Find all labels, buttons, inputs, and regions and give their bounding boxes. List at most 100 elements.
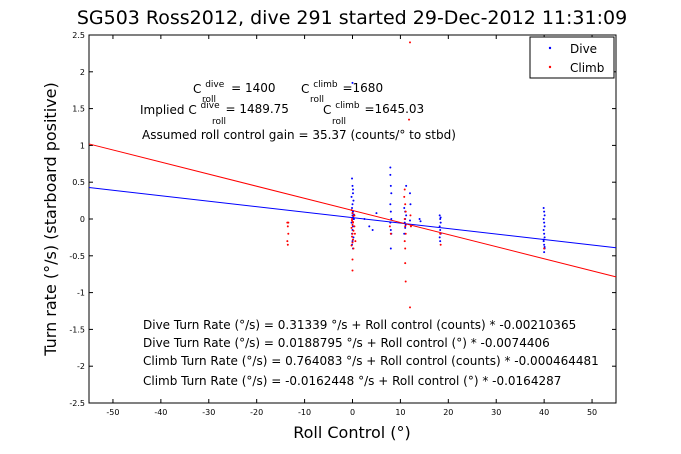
data-point-dive — [542, 206, 545, 209]
y-axis: -2.5 -2 -1.5 -1 -0.5 0 0.5 1 1.5 2 2.5 — [69, 31, 616, 408]
data-point-climb — [439, 232, 442, 235]
roll-control-gain: Assumed roll control gain = 35.37 (count… — [142, 128, 456, 142]
y-tick-label: 0.5 — [72, 178, 85, 187]
data-point-dive — [438, 214, 441, 217]
data-point-climb — [403, 188, 406, 191]
data-point-climb — [350, 209, 353, 212]
data-points — [286, 41, 546, 309]
data-point-climb — [408, 118, 411, 121]
x-tick-label: 40 — [539, 408, 549, 417]
data-point-climb — [352, 247, 355, 250]
data-point-climb — [404, 225, 407, 228]
data-point-climb — [403, 218, 406, 220]
data-point-climb — [351, 269, 354, 272]
implied-dive-sub: roll — [212, 117, 226, 127]
x-tick-label: 10 — [395, 408, 405, 417]
data-point-dive — [389, 229, 392, 232]
fit-equation-3: Climb Turn Rate (°/s) = 0.764083 °/s + R… — [143, 354, 599, 368]
legend-label-climb: Climb — [570, 61, 604, 75]
x-tick-label: -20 — [250, 408, 263, 417]
data-point-climb — [408, 41, 411, 44]
y-tick-label: -1 — [77, 289, 85, 298]
data-point-climb — [287, 232, 290, 235]
data-point-dive — [403, 206, 406, 209]
c-dive-base: C — [193, 82, 201, 96]
data-point-dive — [350, 195, 353, 198]
y-tick-label: -2 — [77, 362, 85, 371]
data-point-climb — [353, 225, 356, 228]
fit-equation-4: Climb Turn Rate (°/s) = -0.0162448 °/s +… — [143, 374, 561, 388]
data-point-dive — [352, 199, 355, 202]
fit-equation-2: Dive Turn Rate (°/s) = 0.0188795 °/s + R… — [143, 336, 550, 350]
data-point-dive — [438, 236, 441, 239]
implied-climb-val: =1645.03 — [364, 102, 424, 116]
data-point-dive — [439, 216, 442, 219]
c-climb-roll: C climb =1680 — [301, 76, 383, 96]
data-point-climb — [404, 232, 407, 235]
data-point-dive — [403, 221, 406, 224]
data-point-dive — [368, 225, 371, 228]
y-tick-label: 1.5 — [72, 105, 85, 114]
data-point-dive — [352, 218, 355, 220]
c-dive-val: = 1400 — [231, 81, 275, 95]
data-point-climb — [404, 210, 407, 213]
data-point-climb — [351, 223, 354, 226]
x-tick-label: -10 — [298, 408, 311, 417]
data-point-climb — [404, 280, 407, 283]
legend: Dive Climb — [529, 36, 615, 79]
data-point-climb — [409, 214, 412, 217]
c-climb-sup: climb — [313, 80, 338, 90]
implied-climb-roll: C climb =1645.03 — [323, 97, 424, 117]
data-point-dive — [351, 188, 354, 191]
data-point-dive — [543, 251, 546, 254]
data-point-climb — [353, 214, 356, 217]
data-point-dive — [389, 247, 392, 250]
implied-climb-sup: climb — [335, 101, 360, 111]
data-point-dive — [419, 220, 422, 223]
y-tick-label: -2.5 — [69, 399, 85, 408]
data-point-dive — [363, 218, 366, 220]
data-point-dive — [439, 240, 442, 243]
data-point-climb — [404, 262, 407, 265]
data-point-climb — [351, 235, 354, 238]
data-point-climb — [403, 195, 406, 198]
legend-marker-dive — [548, 46, 552, 50]
data-point-climb — [287, 221, 290, 224]
data-point-dive — [405, 184, 408, 187]
implied-dive-val: = 1489.75 — [225, 102, 289, 116]
data-point-climb — [351, 212, 354, 215]
data-point-dive — [351, 203, 354, 206]
data-point-dive — [543, 210, 546, 213]
x-tick-label: -50 — [106, 408, 119, 417]
data-point-climb — [439, 243, 442, 246]
data-point-dive — [543, 221, 546, 224]
data-point-climb — [403, 240, 406, 243]
data-point-dive — [542, 240, 545, 243]
data-point-climb — [351, 232, 354, 235]
data-point-climb — [351, 238, 354, 241]
data-point-climb — [351, 218, 354, 220]
data-point-dive — [389, 173, 392, 176]
data-point-climb — [409, 225, 412, 228]
x-tick-label: -40 — [154, 408, 167, 417]
data-point-dive — [404, 226, 407, 229]
data-point-dive — [351, 184, 354, 187]
data-point-climb — [286, 240, 289, 243]
y-tick-label: 1 — [80, 141, 85, 150]
data-point-dive — [409, 203, 412, 206]
data-point-dive — [390, 192, 393, 195]
data-point-dive — [439, 229, 442, 232]
data-point-dive — [371, 229, 374, 232]
data-point-climb — [286, 225, 289, 228]
data-point-dive — [408, 192, 411, 195]
data-point-dive — [542, 218, 545, 220]
implied-dive-sup: dive — [201, 101, 221, 111]
data-point-dive — [389, 166, 392, 169]
y-tick-label: 2 — [80, 68, 85, 77]
data-point-climb — [543, 247, 546, 250]
data-point-dive — [543, 232, 546, 235]
data-point-climb — [351, 258, 354, 261]
data-point-climb — [350, 226, 353, 229]
data-point-climb — [388, 225, 391, 228]
